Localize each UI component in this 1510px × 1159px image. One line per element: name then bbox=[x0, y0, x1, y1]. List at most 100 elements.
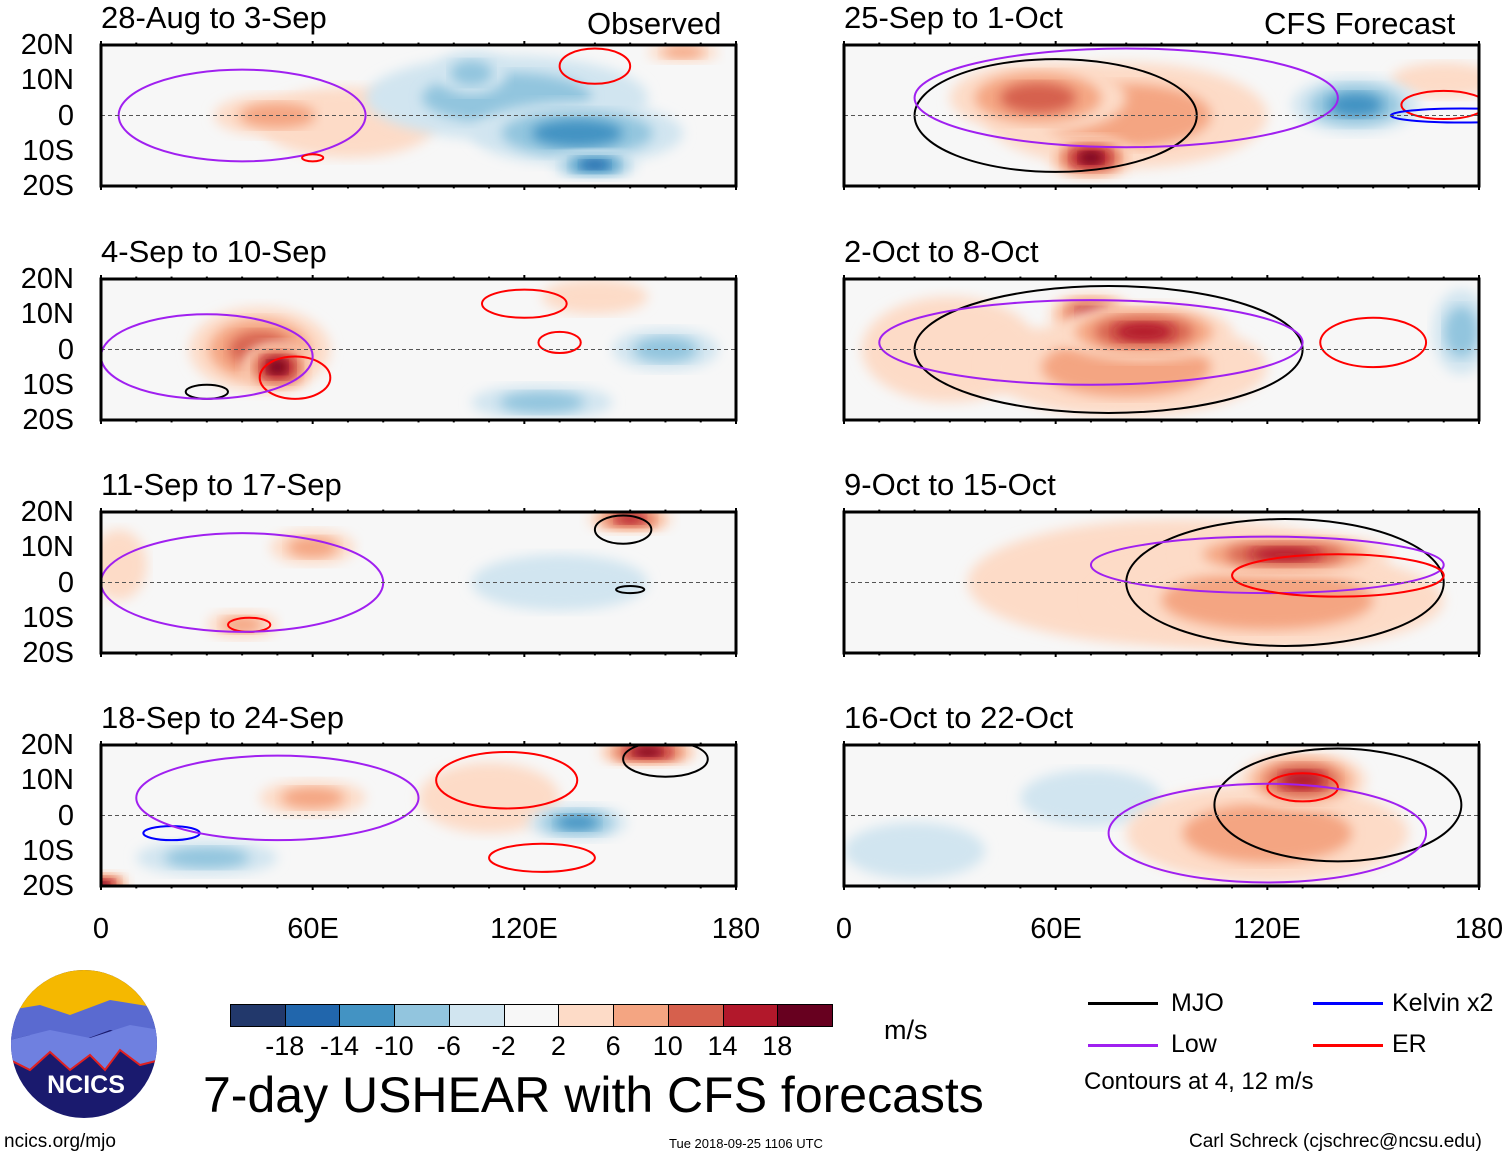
footer-url[interactable]: ncics.org/mjo bbox=[4, 1131, 116, 1152]
lat-label: 20N bbox=[20, 496, 74, 528]
shear-anomaly-area bbox=[1079, 152, 1103, 164]
lat-label: 0 bbox=[57, 333, 74, 366]
panel-title: 16-Oct to 22-Oct bbox=[844, 700, 1074, 735]
legend-mjo-label: MJO bbox=[1171, 989, 1224, 1017]
colorbar-label: -18 bbox=[265, 1031, 305, 1061]
footer-author: Carl Schreck (cjschrec@ncsu.edu) bbox=[1189, 1131, 1482, 1152]
ncics-logo: NCICS bbox=[11, 970, 157, 1118]
colorbar-label: -14 bbox=[319, 1031, 359, 1061]
colorbar-swatch bbox=[722, 1004, 779, 1027]
lon-label: 120E bbox=[1233, 913, 1301, 945]
shear-anomaly-area bbox=[164, 847, 250, 869]
lat-label: 10N bbox=[20, 298, 74, 331]
colorbar-label: 18 bbox=[762, 1031, 793, 1061]
shear-anomaly-area bbox=[1114, 322, 1174, 342]
map-panel bbox=[842, 508, 1481, 657]
shear-anomaly-area bbox=[556, 814, 599, 831]
panel-title: 2-Oct to 8-Oct bbox=[844, 234, 1039, 269]
legend-low-line bbox=[1088, 1044, 1158, 1047]
shear-anomaly-area bbox=[280, 787, 345, 809]
shear-anomaly-area bbox=[101, 529, 147, 601]
panel-title: 4-Sep to 10-Sep bbox=[101, 234, 327, 269]
contour-note: Contours at 4, 12 m/s bbox=[1084, 1068, 1314, 1095]
lon-label: 60E bbox=[1030, 913, 1082, 945]
lon-label: 0 bbox=[835, 913, 853, 945]
lat-label: 20N bbox=[20, 29, 74, 61]
map-panel bbox=[99, 275, 738, 424]
lat-label: 10S bbox=[22, 601, 74, 634]
er-contour bbox=[1231, 553, 1445, 598]
shear-anomaly-area bbox=[499, 391, 585, 413]
colorbar-swatch bbox=[503, 1004, 560, 1027]
colorbar-label: -6 bbox=[436, 1031, 461, 1061]
colorbar-label: 14 bbox=[707, 1031, 738, 1061]
lat-label: 0 bbox=[57, 799, 74, 832]
mjo-contour bbox=[622, 745, 709, 778]
er-contour bbox=[481, 288, 568, 319]
er-contour bbox=[258, 355, 332, 400]
colorbar-swatch bbox=[777, 1004, 833, 1027]
mjo-contour bbox=[593, 514, 653, 545]
shear-anomaly-area bbox=[1444, 306, 1479, 358]
er-contour bbox=[537, 330, 582, 355]
er-contour bbox=[1266, 772, 1339, 803]
low-contour bbox=[1107, 782, 1428, 884]
low-contour bbox=[101, 313, 314, 400]
map-panel bbox=[842, 41, 1481, 190]
shear-anomaly-area bbox=[633, 336, 698, 363]
colorbar-swatch bbox=[613, 1004, 669, 1027]
shear-anomaly-area bbox=[634, 748, 662, 756]
legend-low-label: Low bbox=[1171, 1030, 1217, 1058]
low-contour bbox=[913, 47, 1339, 149]
legend-mjo-line bbox=[1088, 1002, 1158, 1005]
colorbar-label: 2 bbox=[550, 1031, 566, 1061]
er-contour bbox=[488, 842, 596, 873]
shear-anomaly-area bbox=[661, 45, 705, 59]
er-contour bbox=[1319, 316, 1428, 369]
er-contour bbox=[1400, 89, 1479, 121]
map-panel bbox=[99, 508, 738, 657]
logo-text: NCICS bbox=[47, 1071, 125, 1099]
colorbar-swatch bbox=[394, 1004, 450, 1027]
colorbar-swatch bbox=[284, 1004, 341, 1027]
low-contour bbox=[135, 754, 420, 842]
lat-label: 20N bbox=[20, 263, 74, 295]
colorbar-swatch bbox=[558, 1004, 615, 1027]
lon-label: 0 bbox=[92, 913, 110, 945]
panel-title: 9-Oct to 15-Oct bbox=[844, 467, 1056, 502]
lat-label: 20S bbox=[22, 404, 74, 436]
lat-label: 10N bbox=[20, 531, 74, 564]
legend-er-label: ER bbox=[1392, 1030, 1427, 1058]
lat-label: 20S bbox=[22, 870, 74, 902]
shear-anomaly-area bbox=[1161, 570, 1374, 630]
shear-anomaly-area bbox=[1182, 803, 1352, 863]
shear-anomaly-area bbox=[1328, 92, 1383, 118]
colorbar-units: m/s bbox=[884, 1015, 928, 1045]
mjo-contour bbox=[615, 585, 646, 595]
lon-label: 60E bbox=[287, 913, 339, 945]
lon-label: 120E bbox=[490, 913, 558, 945]
lon-label: 180 bbox=[711, 913, 761, 945]
shear-anomaly-area bbox=[541, 279, 648, 315]
map-panel bbox=[99, 41, 738, 190]
forecast-label: CFS Forecast bbox=[1264, 6, 1456, 41]
shear-anomaly-area bbox=[531, 119, 623, 147]
colorbar-swatch bbox=[448, 1004, 505, 1027]
colorbar-swatch bbox=[339, 1004, 396, 1027]
footer-timestamp: Tue 2018-09-25 1106 UTC bbox=[669, 1136, 823, 1151]
colorbar-label: 6 bbox=[605, 1031, 621, 1061]
lon-label: 180 bbox=[1454, 913, 1504, 945]
shear-anomaly-area bbox=[580, 160, 609, 170]
lat-label: 10N bbox=[20, 64, 74, 97]
lat-label: 10N bbox=[20, 764, 74, 797]
colorbar-label: -2 bbox=[491, 1031, 516, 1061]
lat-label: 10S bbox=[22, 134, 74, 167]
colorbar-label: 10 bbox=[652, 1031, 683, 1061]
lat-label: 20S bbox=[22, 170, 74, 202]
panel-title: 18-Sep to 24-Sep bbox=[101, 700, 345, 735]
lat-label: 20N bbox=[20, 729, 74, 761]
shear-anomaly-area bbox=[1249, 547, 1321, 562]
shear-anomaly-area bbox=[844, 822, 986, 879]
figure-title: 7-day USHEAR with CFS forecasts bbox=[203, 1067, 984, 1123]
